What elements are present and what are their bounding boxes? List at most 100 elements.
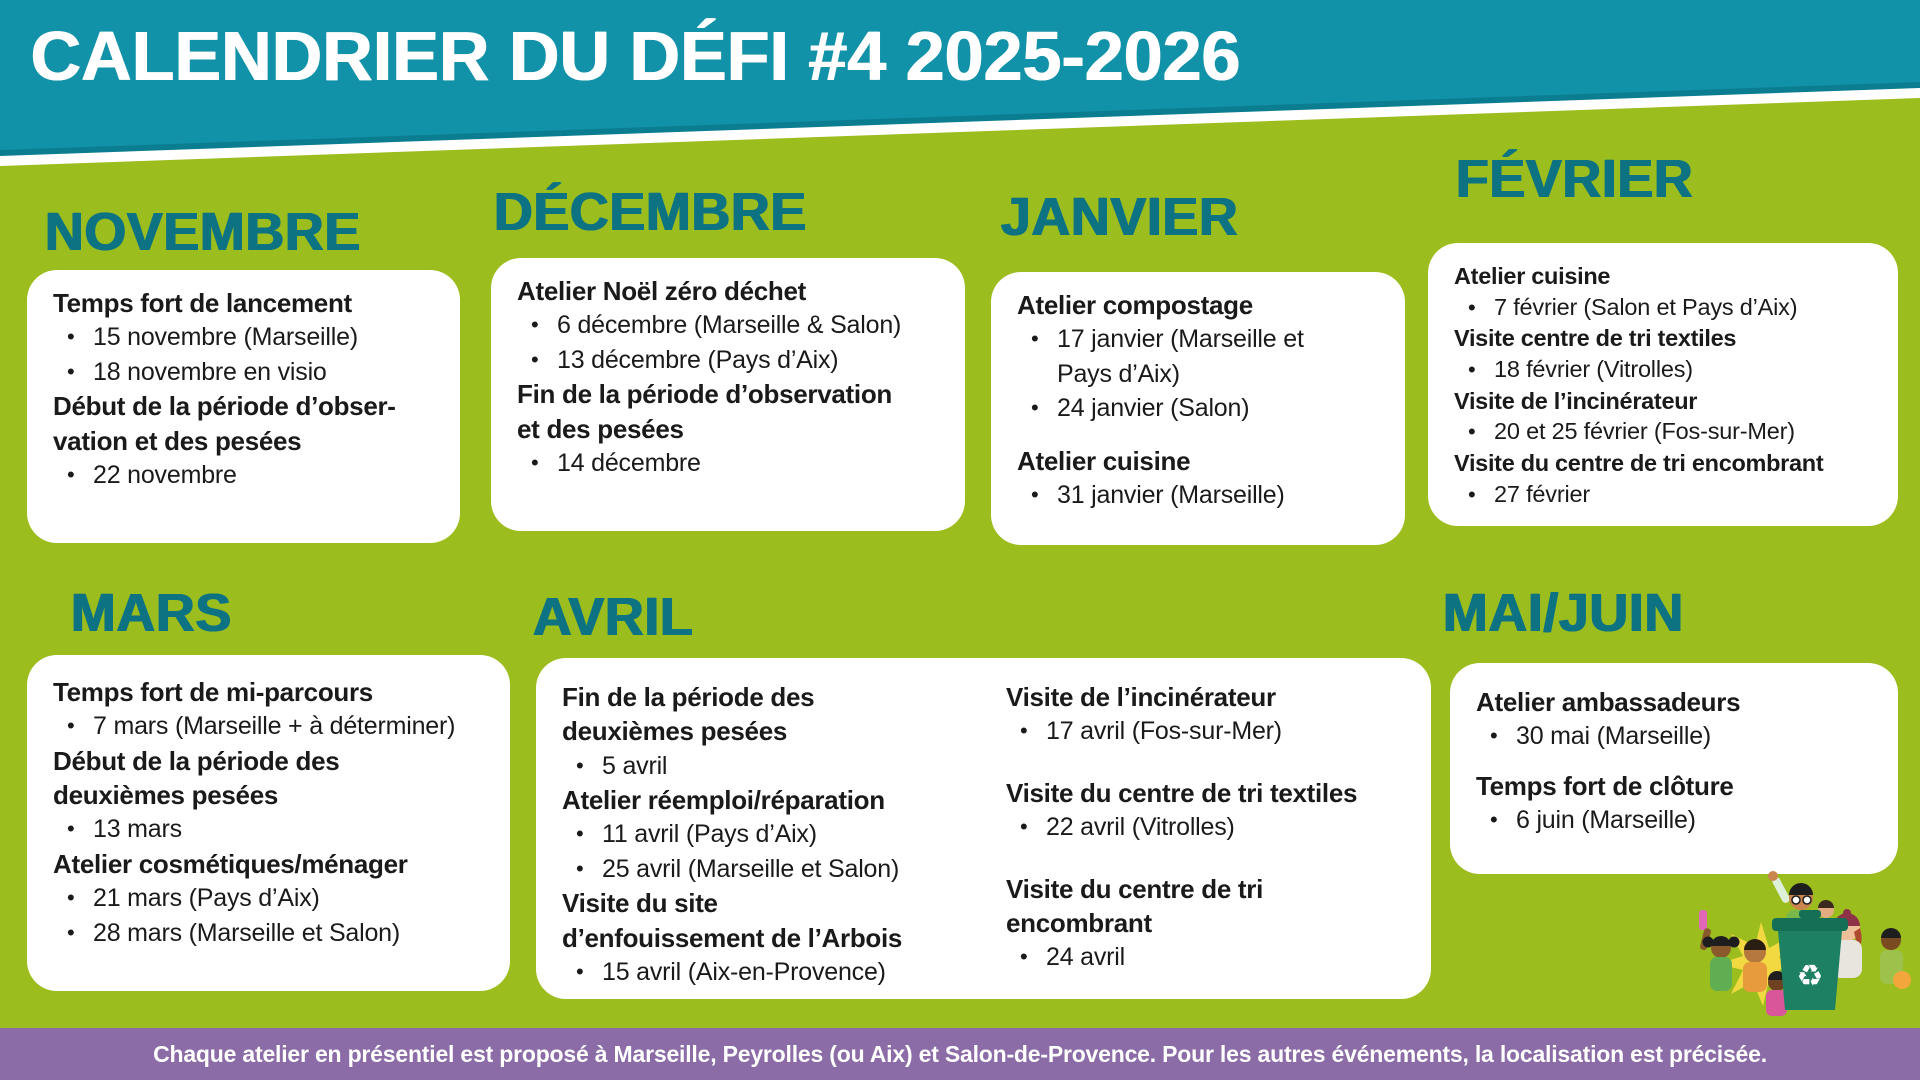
event-title: Début de la période des deuxièmes pesées <box>53 745 340 811</box>
bullet-icon: • <box>67 816 75 842</box>
event-title: Visite du centre de tri encombrant <box>1006 873 1264 938</box>
event-title: Atelier cuisine <box>1454 263 1611 289</box>
bullet-icon: • <box>576 855 584 881</box>
month-heading-mars: MARS <box>70 583 231 643</box>
bullet-icon: • <box>67 324 75 350</box>
event-bullet-text: 31 janvier (Marseille) <box>1057 481 1285 510</box>
event-bullet: • 18 novembre en visio <box>53 355 440 390</box>
month-heading-novembre: NOVEMBRE <box>44 202 361 262</box>
event-group: Début de la période des deuxièmes pesées… <box>53 744 490 847</box>
event-bullet-text: 22 novembre <box>93 460 237 489</box>
event-bullet: • 7 mars (Marseille + à déterminer) <box>53 709 490 744</box>
card-fevrier: Atelier cuisine • 7 février (Salon et Pays… <box>1428 243 1898 526</box>
month-heading-avril: AVRIL <box>532 587 693 647</box>
event-group: Visite de l’incinérateur • 20 et 25 févrie… <box>1454 386 1878 448</box>
event-group: Atelier réemploi/réparation • 11 avril (Pa… <box>562 783 982 886</box>
page-title: CALENDRIER DU DÉFI #4 2025-2026 <box>30 17 1240 95</box>
bullet-icon: • <box>1468 481 1476 507</box>
card-janvier: Atelier compostage • 17 janvier (Marseille… <box>991 272 1405 545</box>
bullet-icon: • <box>531 312 539 338</box>
event-bullet: • 20 et 25 février (Fos-sur-Mer) <box>1454 416 1878 448</box>
event-bullet: • 15 novembre (Marseille) <box>53 320 440 355</box>
bullet-icon: • <box>67 358 75 384</box>
bullet-icon: • <box>1490 723 1498 749</box>
event-bullet: • 25 avril (Marseille et Salon) <box>562 852 982 887</box>
bullet-icon: • <box>1468 356 1476 382</box>
event-group: Temps fort de mi-parcours • 7 mars (Marsei… <box>53 675 490 744</box>
event-bullet-text: 21 mars (Pays d’Aix) <box>93 884 320 913</box>
card-mars: Temps fort de mi-parcours • 7 mars (Marsei… <box>27 655 510 991</box>
event-group: Fin de la période d’observation et des p… <box>517 377 945 480</box>
event-bullet-text: 7 février (Salon et Pays d’Aix) <box>1494 293 1798 320</box>
event-title: Visite du site d’enfouissement de l’Arbo… <box>562 888 903 953</box>
event-bullet-text: 24 avril <box>1046 943 1125 972</box>
event-bullet: • 21 mars (Pays d’Aix) <box>53 881 490 916</box>
event-bullet-text: 28 mars (Marseille et Salon) <box>93 918 401 947</box>
event-bullet-text: 11 avril (Pays d’Aix) <box>602 820 817 849</box>
event-bullet: • 14 décembre <box>517 446 945 481</box>
bullet-icon: • <box>1020 718 1028 744</box>
bullet-icon: • <box>576 821 584 847</box>
card-decembre: Atelier Noël zéro déchet • 6 décembre (Mar… <box>491 258 965 531</box>
event-bullet: • 22 avril (Vitrolles) <box>1006 810 1411 845</box>
event-bullet-text: 17 janvier (Marseille et Pays d’Aix) <box>1057 325 1304 388</box>
event-bullet-text: 6 juin (Marseille) <box>1516 806 1696 835</box>
event-bullet: • 15 avril (Aix-en-Provence) <box>562 955 982 990</box>
bullet-icon: • <box>531 449 539 475</box>
bullet-icon: • <box>576 959 584 985</box>
event-bullet-text: 5 avril <box>602 751 668 780</box>
event-bullet: • 22 novembre <box>53 458 440 493</box>
event-group: Atelier Noël zéro déchet • 6 décembre (Mar… <box>517 274 945 377</box>
event-title: Atelier cuisine <box>1017 445 1191 476</box>
event-group: Atelier compostage • 17 janvier (Marseille… <box>1017 288 1385 426</box>
event-bullet: • 7 février (Salon et Pays d’Aix) <box>1454 292 1878 324</box>
bullet-icon: • <box>1020 814 1028 840</box>
event-bullet: • 18 février (Vitrolles) <box>1454 354 1878 386</box>
event-bullet: • 11 avril (Pays d’Aix) <box>562 817 982 852</box>
event-group: Temps fort de lancement • 15 novembre (Mar… <box>53 286 440 389</box>
month-heading-decembre: DÉCEMBRE <box>493 182 807 242</box>
svg-text:♻: ♻ <box>1797 959 1824 994</box>
event-group: Temps fort de clôture • 6 juin (Marseille) <box>1476 769 1878 838</box>
event-bullet: • 17 janvier (Marseille et Pays d’Aix) <box>1017 322 1385 391</box>
event-bullet-text: 13 mars <box>93 815 182 844</box>
event-title: Atelier ambassadeurs <box>1476 687 1741 717</box>
event-group: Atelier cuisine • 7 février (Salon et Pays… <box>1454 261 1878 323</box>
bullet-icon: • <box>67 885 75 911</box>
event-bullet: • 13 décembre (Pays d’Aix) <box>517 343 945 378</box>
event-title: Temps fort de clôture <box>1476 770 1734 801</box>
event-bullet: • 27 février <box>1454 479 1878 511</box>
event-group: Visite du centre de tri encombrant • 27 fé… <box>1454 448 1878 510</box>
event-bullet: • 24 janvier (Salon) <box>1017 391 1385 426</box>
event-bullet-text: 6 décembre (Marseille & Salon) <box>557 311 902 340</box>
children-recycling-illustration: ♻ <box>1699 871 1911 1016</box>
footer-note: Chaque atelier en présentiel est proposé… <box>153 1040 1767 1067</box>
footer-bar: Chaque atelier en présentiel est proposé… <box>0 1028 1920 1080</box>
event-title: Atelier compostage <box>1017 290 1253 320</box>
event-group: Visite centre de tri textiles • 18 février… <box>1454 323 1878 385</box>
card-avril-right-column: Visite de l’incinérateur • 17 avril (Fos-s… <box>1006 680 1411 987</box>
bullet-icon: • <box>67 919 75 945</box>
event-title: Visite de l’incinérateur <box>1454 387 1698 414</box>
bullet-icon: • <box>1490 807 1498 833</box>
bullet-icon: • <box>1468 419 1476 445</box>
event-group: Visite du centre de tri encombrant • 24 av… <box>1006 872 1411 975</box>
month-heading-fevrier: FÉVRIER <box>1455 149 1693 209</box>
event-bullet-text: 27 février <box>1494 480 1590 507</box>
event-title: Atelier réemploi/réparation <box>562 785 885 816</box>
event-bullet-text: 22 avril (Vitrolles) <box>1046 813 1235 842</box>
bullet-icon: • <box>576 752 584 778</box>
event-bullet: • 28 mars (Marseille et Salon) <box>53 916 490 951</box>
event-title: Visite centre de tri textiles <box>1454 325 1737 352</box>
month-heading-mai-juin: MAI/JUIN <box>1442 583 1684 643</box>
event-title: Atelier cosmétiques/ménager <box>53 848 408 879</box>
event-bullet: • 17 avril (Fos-sur-Mer) <box>1006 714 1411 749</box>
event-group: Atelier cosmétiques/ménager • 21 mars (Pay… <box>53 847 490 950</box>
bullet-icon: • <box>1468 294 1476 320</box>
event-group: Visite de l’incinérateur • 17 avril (Fos-s… <box>1006 680 1411 749</box>
event-title: Temps fort de mi-parcours <box>53 677 373 707</box>
bullet-icon: • <box>67 713 75 739</box>
event-bullet-text: 17 avril (Fos-sur-Mer) <box>1046 717 1282 746</box>
event-title: Début de la période d’obser- vation et d… <box>53 391 396 456</box>
event-bullet: • 24 avril <box>1006 940 1411 975</box>
